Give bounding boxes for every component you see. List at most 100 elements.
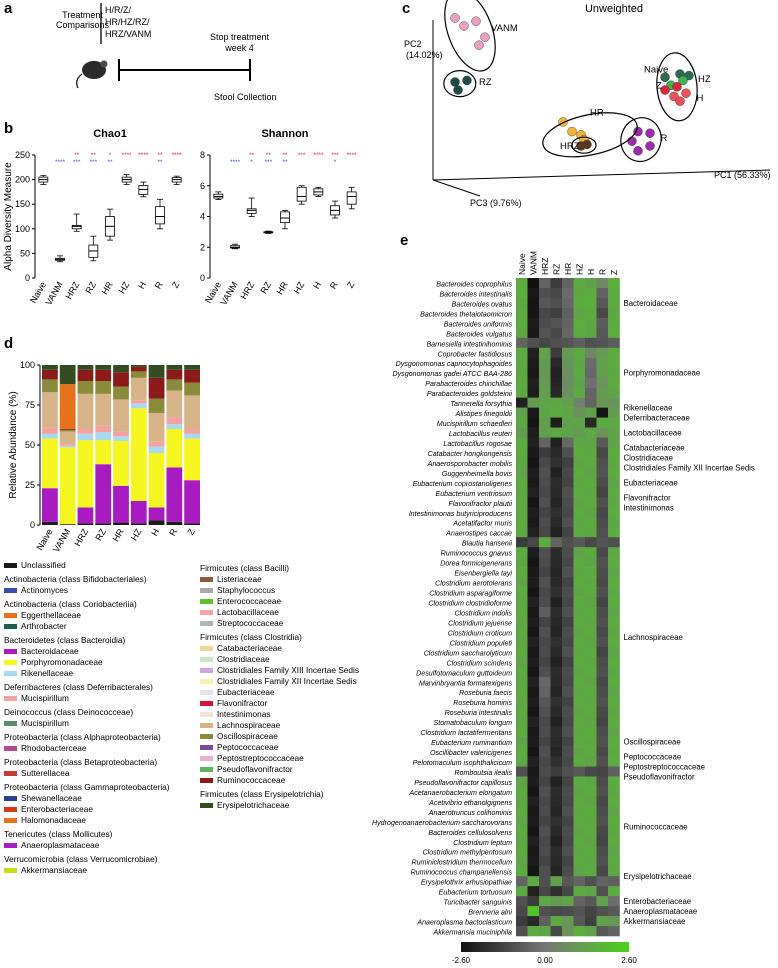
heatmap-cell bbox=[573, 547, 586, 558]
legend-label: Porphyromonadaceae bbox=[21, 657, 103, 667]
heatmap-row bbox=[516, 856, 620, 867]
heatmap-row-label: Acetatifactor muris bbox=[452, 520, 512, 528]
bar-segment bbox=[95, 393, 112, 426]
heatmap-cell bbox=[608, 696, 620, 707]
legend-swatch bbox=[4, 649, 17, 655]
bar-segment bbox=[166, 417, 183, 425]
heatmap-cell bbox=[550, 806, 563, 817]
heatmap-cell bbox=[527, 487, 540, 498]
heatmap-cell bbox=[539, 347, 551, 359]
y-tick-label: 100 bbox=[20, 360, 35, 370]
heatmap-cell bbox=[527, 646, 540, 658]
legend-item: Sutterellacea bbox=[4, 768, 194, 779]
heatmap-row-label: Pseudoflavonifractor capillosus bbox=[414, 779, 512, 787]
legend-label: Streptococcaceae bbox=[217, 618, 284, 628]
stacked-bar-vanm bbox=[59, 365, 76, 525]
heatmap-cell bbox=[527, 866, 540, 877]
cluster-label: RZ bbox=[479, 77, 492, 88]
heatmap-cell bbox=[516, 726, 528, 737]
heatmap-cell bbox=[550, 457, 563, 468]
legend-group-heading: Deferribacteres (class Deferribacterales… bbox=[4, 682, 153, 692]
bar-segment bbox=[42, 392, 58, 428]
heatmap-row bbox=[516, 577, 620, 588]
heatmap-cell bbox=[539, 816, 551, 827]
family-label: Clostridiaceae bbox=[624, 453, 673, 462]
heatmap-cell bbox=[516, 636, 528, 648]
legend-item: Enterococcaceae bbox=[200, 596, 370, 607]
pc2-label: PC2 bbox=[404, 39, 422, 49]
bar-segment bbox=[166, 467, 183, 522]
heatmap-cell bbox=[608, 746, 620, 757]
heatmap-cell bbox=[562, 507, 574, 518]
family-label: Deferribacteraceae bbox=[624, 414, 690, 423]
heatmap-cell bbox=[539, 746, 551, 757]
heatmap-cell bbox=[608, 916, 620, 927]
heatmap-cell bbox=[550, 706, 563, 717]
treatment-list: H/R/Z/ HR/HZ/RZ/ HRZ/VANM bbox=[105, 4, 151, 40]
bar-segment bbox=[95, 432, 112, 441]
heatmap-cell bbox=[585, 696, 597, 707]
heatmap-row-label: Romboutsia ilealis bbox=[454, 769, 512, 777]
heatmap-cell bbox=[585, 756, 597, 767]
heatmap-cell bbox=[608, 587, 620, 598]
heatmap-cell bbox=[516, 457, 528, 468]
heatmap-cell bbox=[585, 726, 597, 737]
heatmap-cell bbox=[585, 587, 597, 598]
heatmap-cell bbox=[608, 417, 620, 428]
bar-segment bbox=[42, 427, 58, 434]
heatmap-row bbox=[516, 746, 620, 757]
legend-item: Akkermansiaceae bbox=[4, 865, 194, 876]
heatmap-cell bbox=[539, 856, 551, 867]
heatmap-cell bbox=[562, 437, 574, 448]
heatmap-column-label: HRZ bbox=[540, 258, 550, 275]
heatmap-cell bbox=[550, 876, 563, 887]
heatmap-cell bbox=[573, 776, 586, 787]
heatmap-cell bbox=[585, 876, 597, 887]
legend-item: Clostridiaceae bbox=[200, 654, 370, 665]
heatmap-cell bbox=[573, 616, 586, 628]
legend-label: Clostridiales Family XII Incertae Sedis bbox=[217, 676, 357, 686]
heatmap-cell bbox=[539, 387, 551, 398]
box-r bbox=[330, 200, 340, 219]
legend-label: Shewanellaceae bbox=[21, 793, 82, 803]
heatmap-cell bbox=[527, 616, 540, 628]
heatmap-cell bbox=[516, 557, 528, 568]
heatmap-cell bbox=[539, 447, 551, 458]
heatmap-cell bbox=[608, 377, 620, 388]
legend-label: Sutterellacea bbox=[21, 768, 70, 778]
box-vanm bbox=[230, 243, 240, 250]
bar-segment bbox=[148, 377, 165, 399]
heatmap-row-label: Bacteroides coprophilus bbox=[436, 280, 512, 288]
heatmap-row-label: Clostridium leptum bbox=[453, 839, 512, 847]
heatmap-cell bbox=[562, 587, 574, 598]
heatmap-cell bbox=[527, 846, 540, 857]
heatmap-cell bbox=[527, 567, 540, 578]
x-tick-label: HRZ bbox=[238, 280, 256, 301]
data-point bbox=[627, 136, 637, 146]
legend-item: Shewanellaceae bbox=[4, 793, 194, 804]
bar-segment bbox=[77, 381, 94, 394]
heatmap-cell bbox=[562, 626, 574, 638]
heatmap-cell bbox=[573, 856, 586, 867]
heatmap-cell bbox=[527, 906, 540, 917]
bar-segment bbox=[184, 395, 200, 429]
heatmap-cell bbox=[550, 507, 563, 518]
heatmap-cell bbox=[596, 497, 609, 508]
heatmap-cell bbox=[573, 337, 586, 349]
heatmap-cell bbox=[539, 676, 551, 688]
heatmap-cell bbox=[550, 756, 563, 767]
heatmap-cell bbox=[527, 886, 540, 897]
heatmap-column-label: Z bbox=[609, 270, 619, 275]
heatmap-cell bbox=[527, 327, 540, 339]
family-label: Eubacteriaceae bbox=[624, 478, 678, 487]
bar-segment bbox=[59, 429, 76, 430]
heatmap-cell bbox=[573, 278, 586, 289]
heatmap-cell bbox=[516, 567, 528, 578]
heatmap-cell bbox=[573, 457, 586, 468]
heatmap-cell bbox=[585, 577, 597, 588]
heatmap-cell bbox=[527, 537, 540, 548]
cluster-z bbox=[660, 82, 682, 95]
family-label: Pseudoflavonifractor bbox=[624, 772, 695, 781]
heatmap-cell bbox=[596, 816, 609, 827]
bar-segment bbox=[148, 413, 165, 442]
